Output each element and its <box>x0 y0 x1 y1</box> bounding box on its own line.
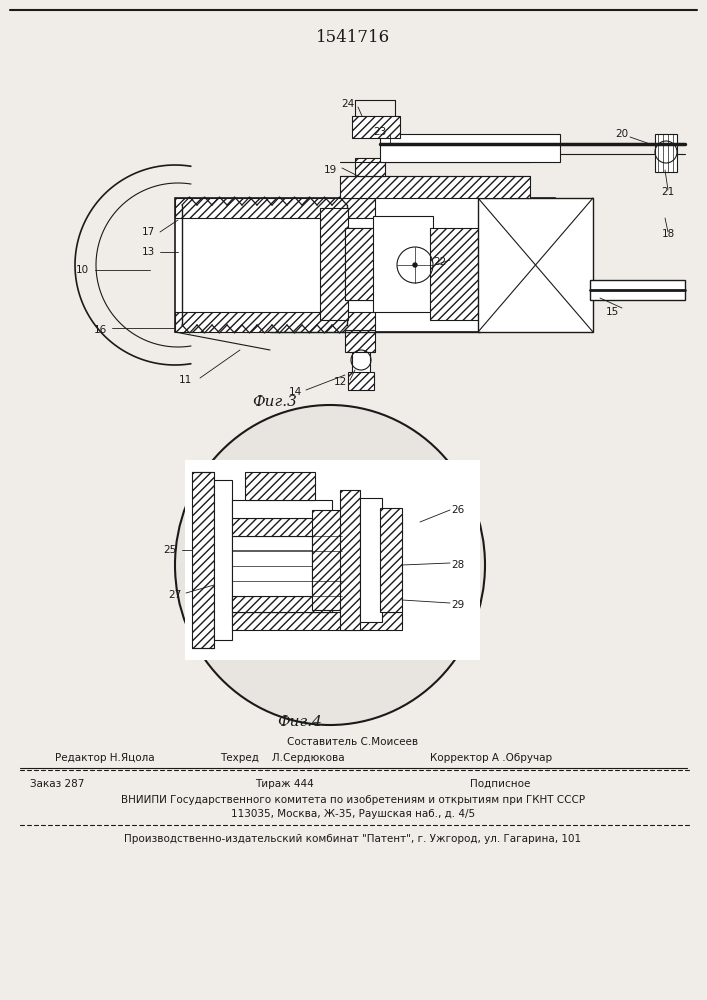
Text: 15: 15 <box>605 307 619 317</box>
Bar <box>214 480 232 640</box>
Circle shape <box>413 263 417 267</box>
Text: Составитель С.Моисеев: Составитель С.Моисеев <box>288 737 419 747</box>
Text: Тираж 444: Тираж 444 <box>255 779 314 789</box>
Bar <box>352 116 400 138</box>
Bar <box>360 498 382 622</box>
Text: Корректор А .Обручар: Корректор А .Обручар <box>430 753 552 763</box>
Text: Фиг.3: Фиг.3 <box>252 395 298 409</box>
Text: 19: 19 <box>323 165 337 175</box>
Text: Подписное: Подписное <box>470 779 530 789</box>
Text: 113035, Москва, Ж-35, Раушская наб., д. 4/5: 113035, Москва, Ж-35, Раушская наб., д. … <box>231 809 475 819</box>
Text: 28: 28 <box>451 560 464 570</box>
Bar <box>232 536 312 596</box>
Text: Производственно-издательский комбинат "Патент", г. Ужгород, ул. Гагарина, 101: Производственно-издательский комбинат "П… <box>124 834 582 844</box>
Bar <box>192 472 214 648</box>
Text: 1541716: 1541716 <box>316 28 390 45</box>
Bar <box>478 198 593 332</box>
Bar <box>348 372 374 390</box>
Text: 25: 25 <box>163 545 177 555</box>
Text: 22: 22 <box>433 257 447 267</box>
Bar <box>352 352 370 374</box>
Text: 26: 26 <box>451 505 464 515</box>
Text: 12: 12 <box>334 377 346 387</box>
Bar <box>430 228 480 320</box>
Bar <box>380 134 560 162</box>
Text: 24: 24 <box>341 99 355 109</box>
Text: 20: 20 <box>615 129 629 139</box>
Text: 23: 23 <box>373 127 387 137</box>
Bar <box>175 198 375 218</box>
Bar <box>380 508 402 612</box>
Bar <box>232 612 402 630</box>
Text: 14: 14 <box>288 387 302 397</box>
Text: 21: 21 <box>661 187 674 197</box>
Bar <box>345 330 375 352</box>
Bar <box>655 134 677 172</box>
Bar <box>232 596 332 612</box>
Text: Фиг.4: Фиг.4 <box>278 715 322 729</box>
Text: Заказ 287: Заказ 287 <box>30 779 84 789</box>
Text: 17: 17 <box>141 227 155 237</box>
Text: 18: 18 <box>661 229 674 239</box>
Bar <box>345 228 375 300</box>
Bar <box>175 312 375 332</box>
Bar <box>185 460 480 660</box>
Text: 11: 11 <box>178 375 192 385</box>
Bar <box>345 228 375 300</box>
Text: 27: 27 <box>168 590 182 600</box>
Bar <box>312 510 342 610</box>
Text: 10: 10 <box>76 265 88 275</box>
Bar <box>232 596 332 612</box>
Text: Редактор Н.Яцола: Редактор Н.Яцола <box>55 753 155 763</box>
Bar <box>320 208 348 320</box>
Bar <box>340 490 360 630</box>
Text: 13: 13 <box>141 247 155 257</box>
Bar <box>355 158 385 176</box>
Bar <box>245 472 315 500</box>
Bar <box>175 198 555 332</box>
Text: 16: 16 <box>93 325 107 335</box>
Bar <box>590 280 685 300</box>
Bar <box>232 518 402 536</box>
Bar <box>373 216 433 312</box>
Text: Техред    Л.Сердюкова: Техред Л.Сердюкова <box>220 753 344 763</box>
Ellipse shape <box>175 405 485 725</box>
Bar <box>232 500 332 518</box>
Text: ВНИИПИ Государственного комитета по изобретениям и открытиям при ГКНТ СССР: ВНИИПИ Государственного комитета по изоб… <box>121 795 585 805</box>
Text: 29: 29 <box>451 600 464 610</box>
Bar <box>340 176 530 198</box>
